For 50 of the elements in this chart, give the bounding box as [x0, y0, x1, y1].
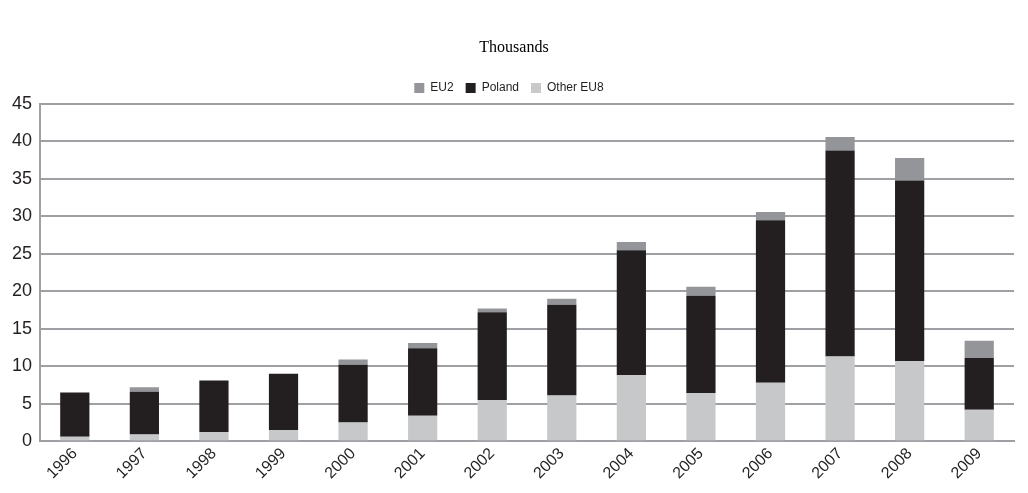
y-tick-label: 15 — [11, 317, 33, 338]
bar — [616, 241, 646, 251]
bar — [338, 422, 368, 441]
y-tick-label: 25 — [11, 242, 33, 263]
bar — [895, 361, 925, 441]
bar — [338, 359, 368, 365]
bar — [686, 393, 716, 441]
bar — [895, 157, 925, 181]
bar — [616, 250, 646, 376]
y-tick-label: 0 — [22, 430, 33, 451]
bar — [129, 391, 159, 435]
bar — [616, 375, 646, 441]
bar — [895, 180, 925, 362]
bar — [964, 409, 994, 441]
bar — [338, 364, 368, 423]
bar — [964, 358, 994, 410]
bar — [686, 286, 716, 296]
y-tick-label: 20 — [11, 280, 33, 301]
legend-label: Poland — [481, 80, 520, 95]
bar — [408, 348, 438, 416]
bar — [408, 343, 438, 349]
bar — [755, 220, 786, 383]
legend-label: EU2 — [430, 80, 454, 95]
y-tick-label: 10 — [11, 355, 33, 376]
bar — [755, 382, 786, 441]
bar — [825, 356, 855, 441]
y-tick-label: 40 — [11, 130, 33, 151]
legend-label: Other EU8 — [547, 80, 605, 95]
bar — [825, 150, 855, 357]
bar — [547, 304, 577, 396]
y-tick-label: 30 — [11, 205, 33, 226]
bar — [408, 415, 438, 441]
bar — [129, 387, 159, 392]
bar — [477, 400, 507, 441]
y-tick-label: 45 — [11, 92, 33, 113]
bar — [268, 373, 299, 431]
y-tick-label: 35 — [11, 167, 33, 188]
bar — [755, 211, 786, 221]
bar — [199, 380, 229, 433]
bar — [268, 430, 299, 441]
bar — [825, 136, 855, 151]
bar — [547, 395, 577, 441]
y-tick-label: 5 — [22, 392, 33, 413]
bar — [477, 312, 507, 401]
bar — [547, 298, 577, 305]
bar — [199, 432, 229, 441]
chart-title: Thousands — [478, 38, 550, 56]
bar — [964, 340, 994, 359]
bar — [686, 295, 716, 394]
bar — [60, 392, 90, 437]
